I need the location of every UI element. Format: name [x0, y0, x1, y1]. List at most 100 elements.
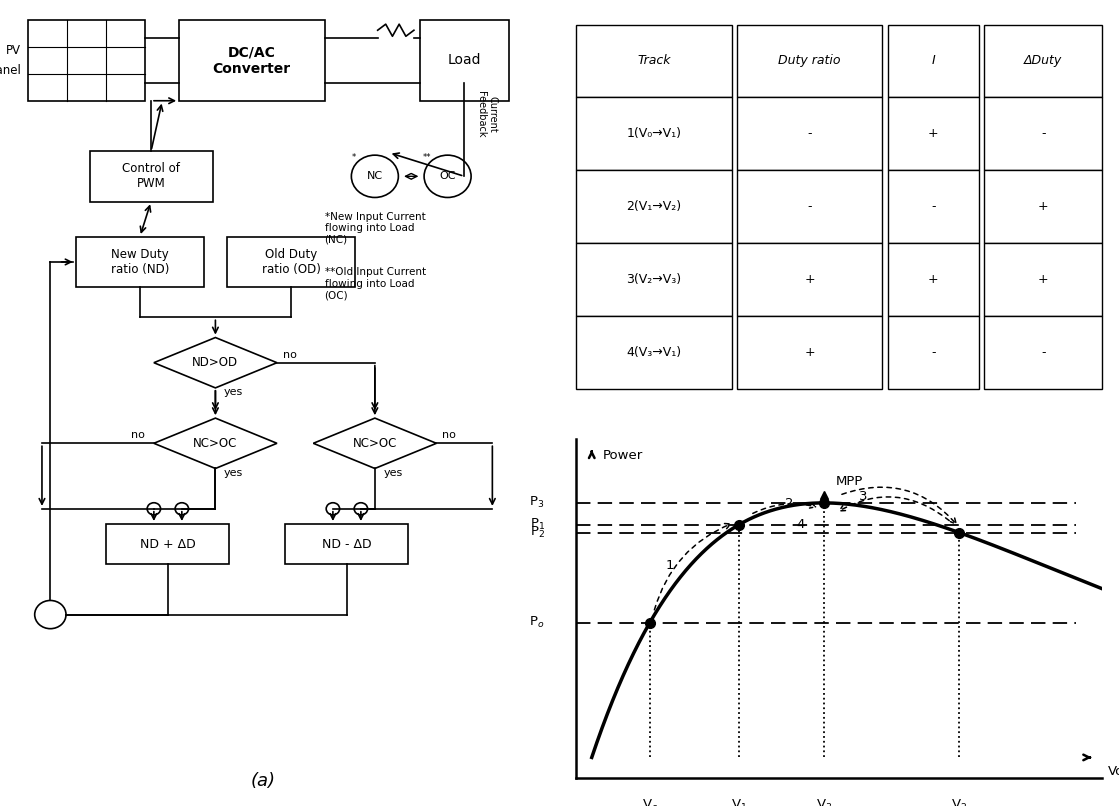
Bar [985, 170, 1102, 243]
Text: *: * [352, 153, 356, 162]
Text: V$_o$: V$_o$ [641, 798, 658, 806]
Text: Duty ratio: Duty ratio [779, 55, 841, 68]
Bar [887, 243, 979, 316]
Bar [985, 98, 1102, 170]
Bar [576, 243, 732, 316]
Text: -: - [931, 201, 935, 214]
Text: -: - [1041, 127, 1045, 140]
Bar [106, 524, 229, 564]
Bar [28, 20, 145, 101]
Bar [887, 170, 979, 243]
Text: yes: yes [383, 468, 403, 478]
Text: 1: 1 [665, 559, 674, 571]
Text: **Old Input Current
flowing into Load
(OC): **Old Input Current flowing into Load (O… [325, 267, 425, 300]
Bar [887, 98, 979, 170]
Bar [737, 98, 882, 170]
Text: P$_2$: P$_2$ [529, 525, 545, 540]
Text: NC>OC: NC>OC [194, 437, 237, 450]
Text: PV: PV [7, 44, 21, 57]
Bar [226, 237, 356, 287]
Text: V$_1$: V$_1$ [731, 798, 746, 806]
Bar [576, 170, 732, 243]
Text: -: - [808, 201, 812, 214]
Bar [985, 316, 1102, 389]
Bar [985, 24, 1102, 98]
Text: 2: 2 [786, 497, 793, 510]
Text: +: + [1038, 273, 1049, 286]
Text: 3(V₂→V₃): 3(V₂→V₃) [627, 273, 681, 286]
Bar [737, 316, 882, 389]
Text: **: ** [423, 153, 431, 162]
Text: yes: yes [224, 388, 243, 397]
Text: no: no [282, 350, 297, 359]
Text: DC/AC
Converter: DC/AC Converter [213, 45, 291, 76]
Circle shape [354, 503, 367, 515]
Text: no: no [132, 430, 145, 440]
Text: Load: Load [448, 53, 481, 68]
Text: 2(V₁→V₂): 2(V₁→V₂) [627, 201, 681, 214]
Bar [737, 24, 882, 98]
Circle shape [175, 503, 188, 515]
Circle shape [351, 155, 398, 197]
Bar [576, 98, 732, 170]
Text: *New Input Current
flowing into Load
(NC): *New Input Current flowing into Load (NC… [325, 211, 425, 245]
Text: +: + [1038, 201, 1049, 214]
Bar [737, 243, 882, 316]
Text: -: - [1041, 346, 1045, 359]
Circle shape [327, 503, 340, 515]
Text: ΔDuty: ΔDuty [1024, 55, 1062, 68]
Text: +: + [805, 273, 815, 286]
Circle shape [424, 155, 471, 197]
Text: NC>OC: NC>OC [352, 437, 397, 450]
Circle shape [147, 503, 161, 515]
Text: +: + [928, 127, 939, 140]
Text: (b): (b) [827, 464, 852, 483]
Text: Power: Power [602, 450, 642, 463]
Bar [90, 152, 213, 202]
Circle shape [35, 600, 66, 629]
Text: yes: yes [224, 468, 243, 478]
Text: P$_1$: P$_1$ [529, 517, 545, 533]
Polygon shape [313, 418, 436, 468]
Text: 4(V₃→V₁): 4(V₃→V₁) [627, 346, 681, 359]
Text: Old Duty
ratio (OD): Old Duty ratio (OD) [262, 248, 320, 276]
Bar [179, 20, 325, 101]
Text: 3: 3 [858, 490, 867, 503]
Text: Control of
PWM: Control of PWM [122, 162, 180, 190]
Bar [887, 24, 979, 98]
Polygon shape [153, 338, 276, 388]
Bar [76, 237, 204, 287]
Text: ND + ΔD: ND + ΔD [140, 538, 196, 550]
Text: I: I [931, 55, 935, 68]
Bar [285, 524, 408, 564]
Bar [420, 20, 509, 101]
Text: NC: NC [367, 172, 383, 181]
Text: OC: OC [440, 172, 455, 181]
Text: Voltage: Voltage [1108, 765, 1119, 778]
Text: Current
Feedback: Current Feedback [476, 91, 497, 138]
Text: 4: 4 [797, 518, 805, 531]
Text: MPP: MPP [836, 475, 863, 488]
Text: +: + [928, 273, 939, 286]
Text: Track: Track [637, 55, 670, 68]
Polygon shape [153, 418, 276, 468]
Bar [737, 170, 882, 243]
Text: 1(V₀→V₁): 1(V₀→V₁) [627, 127, 681, 140]
Bar [887, 316, 979, 389]
Text: P$_3$: P$_3$ [529, 496, 545, 510]
Bar [985, 243, 1102, 316]
Text: New Duty
ratio (ND): New Duty ratio (ND) [111, 248, 169, 276]
Text: ND - ΔD: ND - ΔD [322, 538, 372, 550]
Text: -: - [931, 346, 935, 359]
Text: (a): (a) [251, 772, 275, 790]
Bar [576, 316, 732, 389]
Text: no: no [442, 430, 455, 440]
Text: V$_2$: V$_2$ [951, 798, 967, 806]
Text: -: - [808, 127, 812, 140]
Text: +: + [805, 346, 815, 359]
Text: P$_o$: P$_o$ [529, 615, 545, 630]
Text: ND>OD: ND>OD [192, 356, 238, 369]
Text: panel: panel [0, 64, 21, 77]
Bar [576, 24, 732, 98]
Text: V$_3$: V$_3$ [816, 798, 831, 806]
